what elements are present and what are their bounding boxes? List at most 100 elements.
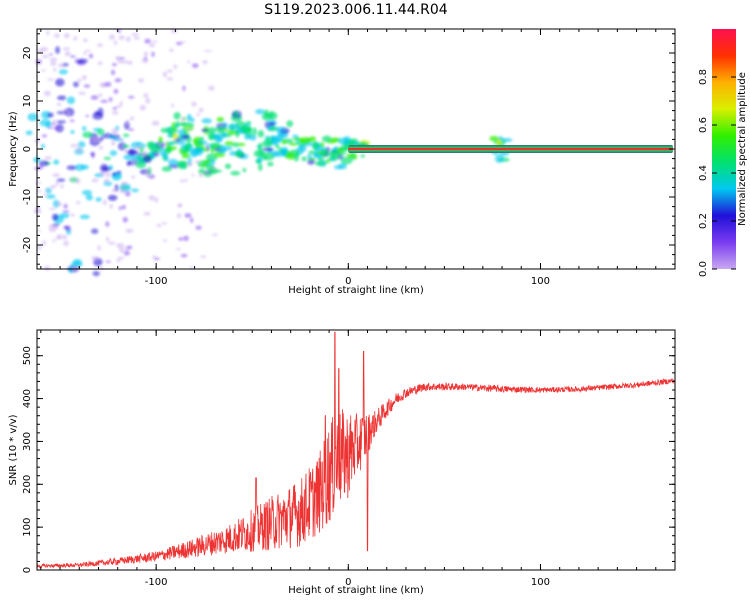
- y-tick-label: 10: [22, 95, 33, 108]
- spectral-blob: [38, 160, 50, 167]
- spectral-speckle: [85, 114, 90, 118]
- spectral-blob: [330, 137, 341, 141]
- y-tick-label: -20: [22, 237, 33, 253]
- spectral-speckle: [166, 77, 174, 81]
- spectral-speckle: [125, 119, 130, 125]
- spectral-speckle: [54, 33, 60, 38]
- spectral-speckle: [63, 108, 67, 114]
- spectral-blob: [172, 133, 179, 140]
- spectral-blob: [66, 96, 76, 105]
- spectral-blob: [135, 161, 147, 169]
- snr-series-line: [36, 331, 676, 570]
- colorbar-tick-label: 0.4: [698, 165, 709, 181]
- spectral-speckle: [34, 137, 41, 144]
- spectral-speckle: [64, 51, 71, 57]
- spectral-blob: [108, 135, 116, 139]
- spectral-blob: [98, 136, 104, 142]
- spectral-speckle: [178, 237, 184, 241]
- spectral-blob: [108, 165, 114, 170]
- spectral-blob: [188, 123, 195, 127]
- spectral-blob: [164, 146, 171, 155]
- spectral-blob: [340, 156, 353, 165]
- y-tick-label: 500: [22, 346, 33, 365]
- spectral-speckle: [55, 180, 59, 186]
- spectral-speckle: [63, 203, 68, 209]
- spectral-speckle: [88, 53, 94, 59]
- spectral-blob: [112, 172, 117, 177]
- spectral-speckle: [117, 256, 125, 260]
- spectral-speckle: [198, 107, 204, 113]
- spectral-speckle: [125, 228, 134, 233]
- spectral-blob: [27, 113, 39, 122]
- spectral-speckle: [110, 69, 116, 76]
- spectral-speckle: [131, 158, 139, 164]
- spectral-blob: [352, 153, 358, 160]
- spectral-blob: [207, 127, 217, 134]
- spectral-blob: [360, 154, 365, 158]
- spectral-blob: [317, 157, 325, 161]
- spectral-speckle: [36, 189, 42, 193]
- spectral-blob: [298, 144, 307, 153]
- spectral-speckle: [51, 239, 56, 242]
- spectral-blob: [149, 144, 162, 153]
- spectral-blob: [252, 127, 257, 136]
- spectral-blob: [274, 143, 280, 149]
- spectral-speckle: [62, 47, 70, 51]
- spectral-speckle: [144, 169, 152, 173]
- spectral-speckle: [46, 78, 55, 81]
- spectral-blob: [212, 169, 223, 173]
- spectral-blob: [257, 142, 263, 152]
- spectral-blob: [262, 147, 274, 152]
- spectral-blob: [177, 128, 187, 137]
- spectral-speckle: [82, 38, 89, 43]
- spectral-speckle: [50, 61, 57, 66]
- spectral-blob: [184, 144, 190, 153]
- spectral-speckle: [70, 143, 79, 148]
- spectral-blob: [208, 137, 215, 141]
- spectral-speckle: [116, 60, 124, 64]
- spectral-blob: [82, 131, 93, 138]
- spectral-blob: [224, 141, 234, 147]
- spectral-blob: [99, 163, 109, 173]
- spectral-blob: [103, 156, 112, 160]
- spectral-blob: [307, 154, 312, 159]
- spectral-blob: [301, 156, 307, 162]
- spectral-speckle: [83, 51, 87, 55]
- spectral-speckle: [184, 213, 192, 218]
- spectral-blob: [289, 142, 299, 146]
- spectral-blob: [181, 153, 191, 159]
- spectral-speckle: [191, 173, 195, 177]
- spectral-speckle: [179, 179, 186, 183]
- spectral-blob: [320, 148, 329, 158]
- spectral-speckle: [162, 71, 168, 78]
- spectral-speckle: [123, 250, 130, 256]
- spectral-speckle: [46, 30, 50, 36]
- spectral-speckle: [195, 225, 202, 230]
- spectral-blob: [312, 141, 319, 150]
- spectral-blob: [201, 128, 209, 132]
- spectral-speckle: [69, 177, 74, 182]
- spectral-blob: [56, 110, 68, 115]
- snr-plot-area: [37, 330, 675, 570]
- spectral-blob: [158, 136, 163, 144]
- spectral-speckle: [143, 93, 149, 98]
- y-tick-label: -10: [22, 189, 33, 205]
- spectral-blob: [303, 142, 314, 147]
- spectral-speckle: [105, 222, 110, 228]
- spectral-speckle: [55, 235, 61, 240]
- spectral-speckle: [113, 88, 119, 94]
- spectral-blob: [319, 141, 325, 148]
- spectral-blob: [142, 155, 153, 163]
- spectral-speckle: [98, 145, 104, 150]
- spectral-speckle: [63, 240, 69, 247]
- spectral-speckle: [119, 187, 127, 194]
- spectrogram-x-axis-label: Height of straight line (km): [288, 285, 424, 296]
- spectral-blob: [269, 121, 276, 127]
- spectral-blob: [197, 140, 208, 145]
- spectral-speckle: [147, 174, 156, 179]
- spectral-blob: [199, 136, 205, 141]
- carrier-trace: [348, 145, 673, 153]
- spectral-speckle: [100, 99, 108, 103]
- spectral-speckle: [70, 55, 76, 58]
- spectral-blob: [343, 136, 351, 145]
